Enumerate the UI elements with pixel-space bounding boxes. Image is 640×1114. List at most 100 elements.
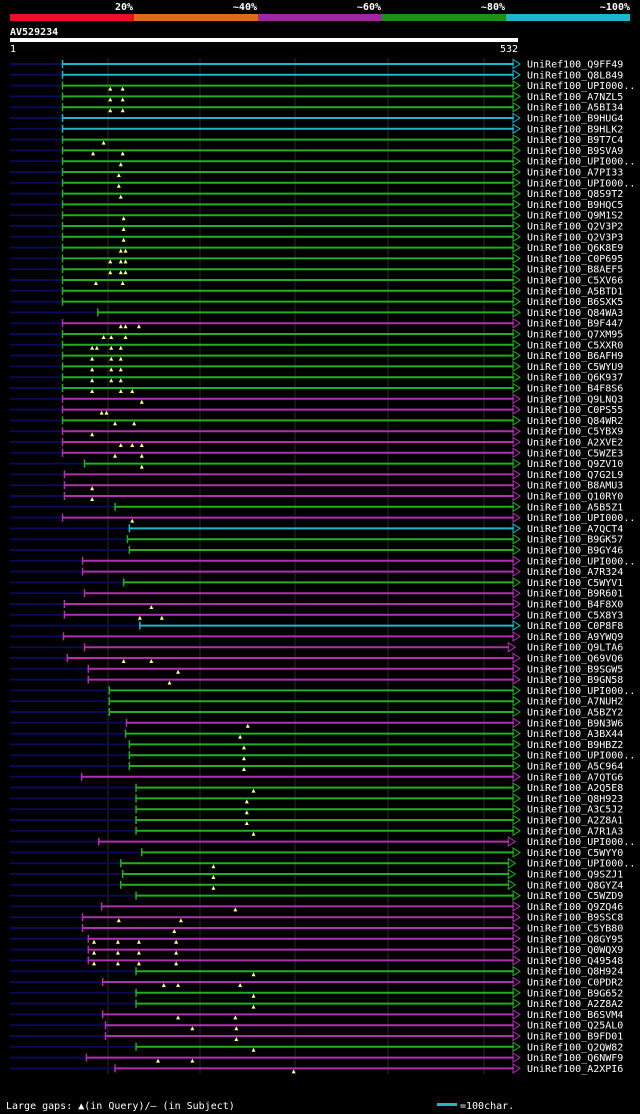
hit-row[interactable]: UniRef100_B9HBZ2	[10, 738, 623, 751]
hit-row[interactable]: UniRef100_Q6K8E9	[10, 242, 623, 254]
hit-label[interactable]: UniRef100_Q9LTA6	[527, 643, 623, 654]
hit-label[interactable]: UniRef100_Q9LNQ3	[527, 394, 623, 405]
hit-row[interactable]: UniRef100_UPI000..	[10, 512, 635, 524]
hit-row[interactable]: UniRef100_UPI000..	[10, 836, 635, 848]
hit-row[interactable]: UniRef100_C5XXR0	[10, 339, 623, 351]
hit-row[interactable]: UniRef100_UPI000..	[10, 155, 635, 168]
hit-row[interactable]: UniRef100_C5WYV1	[10, 576, 623, 589]
hit-label[interactable]: UniRef100_C5XXR0	[527, 340, 623, 351]
hit-row[interactable]: UniRef100_Q9ZV10	[10, 458, 623, 470]
hit-label[interactable]: UniRef100_Q9ZV10	[527, 459, 623, 470]
hit-label[interactable]: UniRef100_C5WYU9	[527, 362, 623, 373]
hit-row[interactable]: UniRef100_B4F8X0	[10, 598, 623, 611]
hit-row[interactable]: UniRef100_A7QTG6	[10, 771, 623, 783]
hit-row[interactable]: UniRef100_Q0WQX9	[10, 944, 623, 956]
hit-label[interactable]: UniRef100_A2XPI6	[527, 1064, 623, 1075]
hit-label[interactable]: UniRef100_C5YBX9	[527, 427, 623, 438]
hit-label[interactable]: UniRef100_C5XV66	[527, 276, 623, 287]
hit-label[interactable]: UniRef100_A5BI34	[527, 103, 623, 114]
hit-label[interactable]: UniRef100_B9N3W6	[527, 718, 623, 729]
hit-row[interactable]: UniRef100_Q9ZQ46	[10, 900, 623, 913]
hit-label[interactable]: UniRef100_B8AMU3	[527, 481, 623, 492]
hit-row[interactable]: UniRef100_A2XVE2	[10, 436, 623, 449]
hit-row[interactable]: UniRef100_C0PDR2	[10, 976, 623, 989]
hit-label[interactable]: UniRef100_A7R1A3	[527, 826, 623, 837]
hit-label[interactable]: UniRef100_Q8H924	[527, 967, 623, 978]
hit-row[interactable]: UniRef100_Q8H923	[10, 792, 623, 805]
hit-label[interactable]: UniRef100_Q2V3P2	[527, 222, 623, 233]
hit-label[interactable]: UniRef100_UPI000..	[527, 556, 635, 567]
hit-row[interactable]: UniRef100_B9HUG4	[10, 112, 623, 125]
hit-row[interactable]: UniRef100_Q7XM95	[10, 328, 623, 341]
hit-label[interactable]: UniRef100_B6AFH9	[527, 351, 623, 362]
hit-row[interactable]: UniRef100_Q49548	[10, 954, 623, 967]
hit-label[interactable]: UniRef100_B9GY46	[527, 546, 623, 557]
hit-row[interactable]: UniRef100_A5BZY2	[10, 706, 623, 719]
hit-row[interactable]: UniRef100_C5WZE3	[10, 447, 623, 459]
hit-row[interactable]: UniRef100_A2Z8A2	[10, 998, 623, 1010]
hit-label[interactable]: UniRef100_A2Q5E8	[527, 783, 623, 794]
hit-label[interactable]: UniRef100_A3BX44	[527, 729, 623, 740]
hit-row[interactable]: UniRef100_B6SVM4	[10, 1008, 623, 1021]
hit-row[interactable]: UniRef100_B9SVA9	[10, 144, 623, 157]
hit-row[interactable]: UniRef100_B4F8S6	[10, 382, 623, 395]
hit-label[interactable]: UniRef100_Q8GYZ4	[527, 880, 623, 891]
hit-row[interactable]: UniRef100_Q2QW82	[10, 1041, 623, 1053]
hit-label[interactable]: UniRef100_Q2QW82	[527, 1042, 623, 1053]
hit-row[interactable]: UniRef100_C5WYY0	[10, 846, 623, 859]
hit-label[interactable]: UniRef100_A5BZY2	[527, 708, 623, 719]
hit-label[interactable]: UniRef100_B9R601	[527, 589, 623, 600]
hit-label[interactable]: UniRef100_Q6NWF9	[527, 1053, 623, 1064]
hit-label[interactable]: UniRef100_Q8S9T2	[527, 189, 623, 200]
hit-row[interactable]: UniRef100_A7NUH2	[10, 695, 623, 708]
hit-row[interactable]: UniRef100_C5YBX9	[10, 425, 623, 438]
hit-row[interactable]: UniRef100_C0P8F8	[10, 620, 623, 632]
hit-label[interactable]: UniRef100_A5BTD1	[527, 286, 623, 297]
hit-row[interactable]: UniRef100_UPI000..	[10, 857, 635, 870]
hit-label[interactable]: UniRef100_C5WYV1	[527, 578, 623, 589]
hit-label[interactable]: UniRef100_Q9SZJ1	[527, 870, 623, 881]
hit-row[interactable]: UniRef100_A7NZL5	[10, 90, 623, 103]
hit-row[interactable]: UniRef100_Q8L849	[10, 69, 623, 81]
hit-label[interactable]: UniRef100_B9FD01	[527, 1032, 623, 1043]
hit-label[interactable]: UniRef100_Q9M1S2	[527, 211, 623, 222]
hit-row[interactable]: UniRef100_Q9SZJ1	[10, 868, 623, 881]
hit-row[interactable]: UniRef100_B6SXK5	[10, 296, 623, 308]
hit-label[interactable]: UniRef100_UPI000..	[527, 837, 635, 848]
hit-label[interactable]: UniRef100_UPI000..	[527, 686, 635, 697]
hit-row[interactable]: UniRef100_B9GK57	[10, 533, 623, 546]
hit-label[interactable]: UniRef100_A7NZL5	[527, 92, 623, 103]
hit-label[interactable]: UniRef100_A7R324	[527, 567, 623, 578]
hit-row[interactable]: UniRef100_A5B5Z1	[10, 501, 623, 513]
hit-row[interactable]: UniRef100_B8AEF5	[10, 263, 623, 276]
hit-row[interactable]: UniRef100_A3BX44	[10, 728, 623, 740]
hit-row[interactable]: UniRef100_Q7G2L9	[10, 468, 623, 481]
hit-row[interactable]: UniRef100_B9F447	[10, 317, 623, 330]
hit-row[interactable]: UniRef100_B9FD01	[10, 1030, 623, 1043]
hit-label[interactable]: UniRef100_Q7G2L9	[527, 470, 623, 481]
hit-row[interactable]: UniRef100_Q25AL0	[10, 1019, 623, 1032]
hit-row[interactable]: UniRef100_B9HQC5	[10, 198, 623, 211]
hit-label[interactable]: UniRef100_C5YB80	[527, 924, 623, 935]
hit-label[interactable]: UniRef100_A5B5Z1	[527, 502, 623, 513]
hit-label[interactable]: UniRef100_C5WZE3	[527, 448, 623, 459]
hit-row[interactable]: UniRef100_A7R1A3	[10, 825, 623, 837]
hit-row[interactable]: UniRef100_Q84WR2	[10, 414, 623, 427]
hit-label[interactable]: UniRef100_A7NUH2	[527, 697, 623, 708]
hit-row[interactable]: UniRef100_B9N3W6	[10, 717, 623, 729]
hit-label[interactable]: UniRef100_UPI000..	[527, 751, 635, 762]
hit-row[interactable]: UniRef100_UPI000..	[10, 80, 635, 92]
hit-row[interactable]: UniRef100_Q69VQ6	[10, 652, 623, 665]
hit-label[interactable]: UniRef100_B9SGW5	[527, 664, 623, 675]
hit-label[interactable]: UniRef100_B9GK57	[527, 535, 623, 546]
hit-row[interactable]: UniRef100_C0PS55	[10, 404, 623, 416]
hit-label[interactable]: UniRef100_A7QTG6	[527, 772, 623, 783]
hit-label[interactable]: UniRef100_B9SVA9	[527, 146, 623, 157]
hit-label[interactable]: UniRef100_B9F447	[527, 319, 623, 330]
hit-row[interactable]: UniRef100_A7QCT4	[10, 522, 623, 535]
hit-row[interactable]: UniRef100_Q2V3P2	[10, 220, 623, 233]
hit-row[interactable]: UniRef100_A3C5J2	[10, 803, 623, 816]
hit-row[interactable]: UniRef100_B9T7C4	[10, 134, 623, 146]
hit-row[interactable]: UniRef100_A7R324	[10, 566, 623, 578]
hit-label[interactable]: UniRef100_C5X8Y3	[527, 610, 623, 621]
